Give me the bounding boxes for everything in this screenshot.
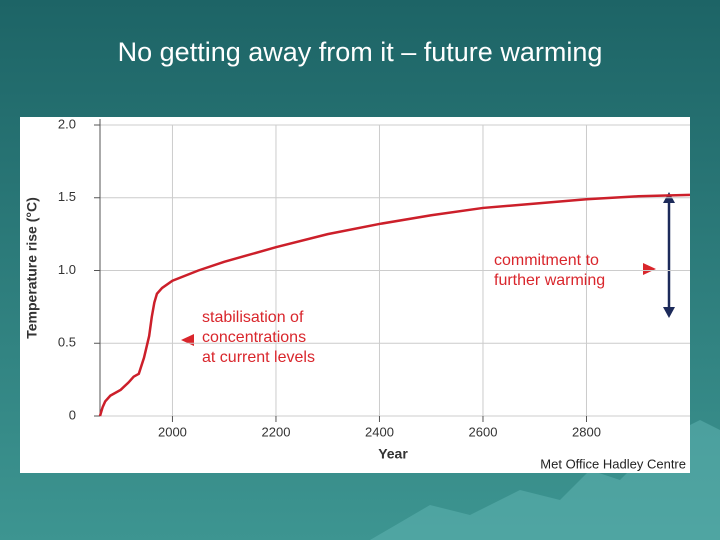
x-tick-label: 2600 [469,424,498,439]
annotation: at current levels [202,349,315,366]
data-line [98,193,691,417]
annotation-arrow [643,263,656,275]
mountain-decoration [370,420,720,540]
annotation: concentrations [202,329,306,346]
x-tick-label: 2400 [365,424,394,439]
annotation: further warming [494,272,605,289]
y-tick-label: 0 [69,407,76,422]
annotation: commitment to [494,252,599,269]
y-tick-label: 1.5 [58,189,76,204]
credit: Met Office Hadley Centre [540,456,686,471]
x-tick-label: 2200 [262,424,291,439]
x-tick-label: 2000 [158,424,187,439]
chart-background [20,117,690,473]
y-axis-label: Temperature rise (°C) [24,197,40,339]
slide-title: No getting away from it – future warming [118,37,603,67]
y-tick-label: 0.5 [58,335,76,350]
y-tick-label: 1.0 [58,262,76,277]
x-tick-label: 2800 [572,424,601,439]
annotation: stabilisation of [202,309,304,326]
y-tick-label: 2.0 [58,116,76,131]
x-axis-label: Year [378,446,408,462]
